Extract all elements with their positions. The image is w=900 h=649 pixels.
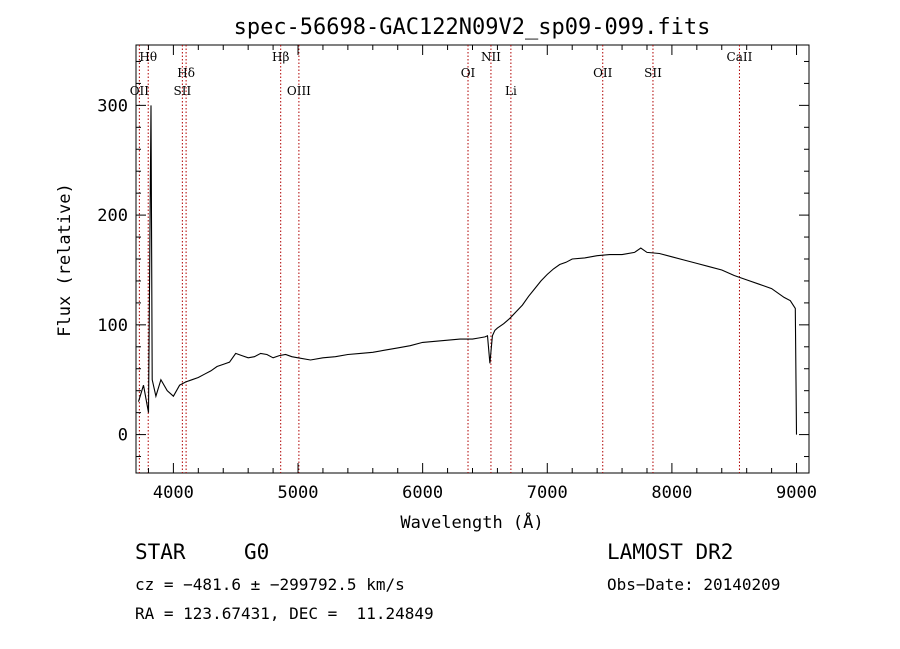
x-tick-label: 6000	[402, 483, 443, 503]
emission-line-label: Li	[505, 84, 517, 98]
emission-line-label: OII	[593, 66, 613, 80]
emission-line-label: SII	[174, 84, 192, 98]
plot-frame	[135, 44, 810, 474]
emission-line-markers: Hθ OII Hδ SII Hβ OIII NII OI Li OII SII CaII	[130, 45, 753, 473]
x-tick-label: 5000	[278, 483, 319, 503]
redshift-info: cz = −481.6 ± −299792.5 km/s	[135, 575, 405, 594]
x-tick-label: 7000	[527, 483, 568, 503]
x-tick-label: 9000	[776, 483, 817, 503]
emission-line-label: OI	[461, 66, 476, 80]
emission-line-label: Hδ	[177, 66, 195, 80]
class-type-label: STAR	[135, 540, 186, 564]
axis-ticks: 4000 5000 6000 7000 8000 9000 0 100 200 300	[97, 45, 817, 503]
y-axis-label: Flux (relative)	[55, 183, 75, 337]
survey-label: LAMOST DR2	[607, 540, 734, 564]
emission-line-label: OII	[130, 84, 150, 98]
obs-date-info: Obs−Date: 20140209	[607, 575, 781, 594]
chart-title: spec-56698-GAC122N09V2_sp09-099.fits	[234, 15, 711, 40]
emission-line-label: SII	[644, 66, 662, 80]
x-axis-label: Wavelength (Å)	[400, 511, 543, 533]
subclass-label: G0	[244, 540, 270, 564]
x-tick-label: 4000	[153, 483, 194, 503]
y-tick-label: 100	[97, 316, 128, 336]
emission-line-label: Hβ	[272, 50, 289, 64]
y-tick-label: 0	[118, 426, 128, 446]
emission-line-label: CaII	[727, 50, 753, 64]
ra-dec-info: RA = 123.67431, DEC = 11.24849	[135, 604, 434, 623]
emission-line-label: OIII	[287, 84, 311, 98]
emission-line-label: Hθ	[139, 50, 157, 64]
spectrum-series-line	[137, 105, 798, 435]
y-tick-label: 300	[97, 96, 128, 116]
x-tick-label: 8000	[651, 483, 692, 503]
y-tick-label: 200	[97, 206, 128, 226]
emission-line-label: NII	[481, 50, 501, 64]
